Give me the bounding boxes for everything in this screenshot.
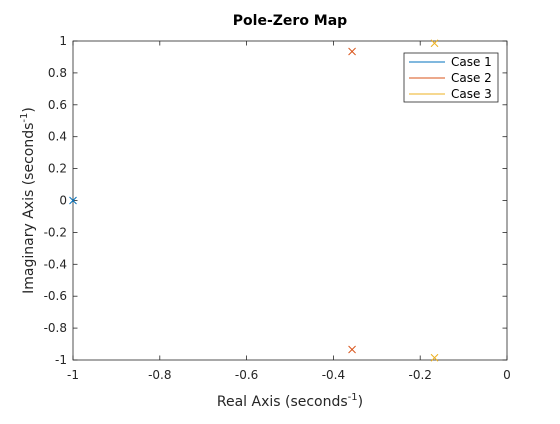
- y-tick-label: 0.6: [48, 98, 67, 112]
- legend-label: Case 1: [451, 55, 492, 69]
- legend: Case 1 Case 2 Case 3: [404, 53, 498, 102]
- y-axis-label: Imaginary Axis (seconds-1): [19, 107, 37, 294]
- x-axis-label-text: Real Axis (seconds: [217, 394, 348, 410]
- legend-items: Case 1 Case 2 Case 3: [409, 55, 492, 101]
- x-axis-label-close: ): [358, 394, 363, 410]
- x-tick-label: -0.4: [322, 368, 345, 382]
- y-tick-label: -1: [55, 353, 67, 367]
- x-axis-label-superscript: -1: [348, 392, 358, 403]
- y-tick-label: 0.2: [48, 162, 67, 176]
- y-tick-label: 0.8: [48, 66, 67, 80]
- y-tick-label: -0.4: [44, 257, 67, 271]
- x-tick-label: -0.8: [148, 368, 171, 382]
- y-tick-label: -0.6: [44, 289, 67, 303]
- x-axis-label: Real Axis (seconds-1): [217, 392, 363, 410]
- legend-label: Case 3: [451, 87, 492, 101]
- x-tick-label: -0.2: [408, 368, 431, 382]
- y-axis-label-text: Imaginary Axis (seconds: [21, 123, 37, 294]
- y-tick-label: 0: [59, 194, 67, 208]
- y-tick-label: 1: [59, 34, 67, 48]
- y-tick-label: -0.2: [44, 225, 67, 239]
- y-tick-label: 0.4: [48, 130, 67, 144]
- x-tick-label: -1: [67, 368, 79, 382]
- y-tick-label: -0.8: [44, 321, 67, 335]
- chart-title: Pole-Zero Map: [233, 13, 347, 29]
- x-tick-label: 0: [503, 368, 511, 382]
- legend-label: Case 2: [451, 71, 492, 85]
- y-axis-label-close: ): [21, 107, 37, 112]
- x-tick-label: -0.6: [235, 368, 258, 382]
- y-axis-label-superscript: -1: [19, 113, 30, 123]
